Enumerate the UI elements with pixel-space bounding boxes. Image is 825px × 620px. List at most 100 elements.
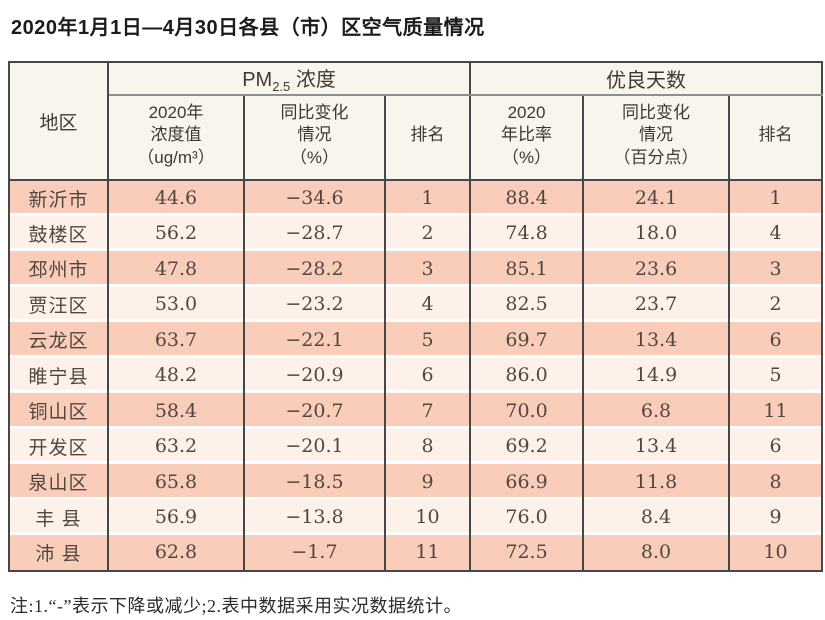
column-header-pm-change: 同比变化 情况 （%） xyxy=(243,95,385,180)
table-header: 地区 PM2.5 浓度 优良天数 2020年 浓度值 （ug/m³） 同比变化 … xyxy=(9,62,823,180)
table-row: 睢宁县 48.2 −20.9 6 86.0 14.9 5 xyxy=(9,357,823,393)
good-change-cell: 18.0 xyxy=(582,215,730,251)
pm-change-cell: −1.7 xyxy=(243,535,385,571)
pm-change-cell: −18.5 xyxy=(243,464,385,500)
header-group-row: 地区 PM2.5 浓度 优良天数 xyxy=(9,62,823,180)
good-rank-cell: 8 xyxy=(728,464,823,500)
pm-change-cell: −28.7 xyxy=(243,215,385,251)
table-row: 贾汪区 53.0 −23.2 4 82.5 23.7 2 xyxy=(9,286,823,322)
pm-value-cell: 48.2 xyxy=(107,357,244,393)
pm-value-cell: 47.8 xyxy=(107,251,244,287)
pm-rank-cell: 4 xyxy=(383,286,471,322)
pm25-subscript: 2.5 xyxy=(272,79,291,94)
good-rank-cell: 1 xyxy=(728,180,823,216)
region-cell: 贾汪区 xyxy=(9,286,108,322)
good-rate-cell: 69.2 xyxy=(469,428,584,464)
pm-change-cell: −20.7 xyxy=(243,393,385,429)
good-rate-cell: 82.5 xyxy=(469,286,584,322)
header-line: 情况 xyxy=(639,125,674,145)
pm-rank-cell: 2 xyxy=(383,215,471,251)
header-line: 同比变化 xyxy=(622,102,691,122)
good-rank-cell: 3 xyxy=(728,251,823,287)
good-rank-cell: 2 xyxy=(728,286,823,322)
pm-value-cell: 65.8 xyxy=(107,464,244,500)
region-cell: 邳州市 xyxy=(9,251,108,287)
pm-change-cell: −13.8 xyxy=(243,499,385,535)
column-header-good-rank: 排名 xyxy=(728,95,823,180)
pm-rank-cell: 1 xyxy=(383,180,471,216)
pm-value-cell: 62.8 xyxy=(107,535,244,571)
air-quality-table: 地区 PM2.5 浓度 优良天数 2020年 浓度值 （ug/m³） 同比变化 … xyxy=(8,61,824,572)
pm-rank-cell: 9 xyxy=(383,464,471,500)
good-change-cell: 23.6 xyxy=(582,251,730,287)
pm-rank-cell: 6 xyxy=(383,357,471,393)
pm-rank-cell: 3 xyxy=(383,251,471,287)
table-row: 丰 县 56.9 −13.8 10 76.0 8.4 9 xyxy=(9,499,823,535)
good-change-cell: 13.4 xyxy=(582,428,730,464)
column-header-pm-value: 2020年 浓度值 （ug/m³） xyxy=(108,95,244,180)
header-line: 浓度值 xyxy=(150,125,202,145)
table-row: 鼓楼区 56.2 −28.7 2 74.8 18.0 4 xyxy=(9,215,823,251)
header-line: 2020 xyxy=(507,102,546,122)
column-header-region: 地区 xyxy=(9,62,109,180)
pm-value-cell: 56.9 xyxy=(107,499,244,535)
pm-value-cell: 63.2 xyxy=(107,428,244,464)
good-rate-cell: 86.0 xyxy=(469,357,584,393)
region-cell: 丰 县 xyxy=(9,499,108,535)
region-cell: 鼓楼区 xyxy=(9,215,108,251)
region-cell: 铜山区 xyxy=(9,393,108,429)
header-line: （%） xyxy=(501,147,552,167)
good-rate-cell: 69.7 xyxy=(469,322,584,358)
good-change-cell: 23.7 xyxy=(582,286,730,322)
pm-value-cell: 56.2 xyxy=(107,215,244,251)
pm25-prefix: PM xyxy=(242,69,273,91)
page-title: 2020年1月1日—4月30日各县（市）区空气质量情况 xyxy=(11,17,485,39)
good-change-cell: 13.4 xyxy=(582,322,730,358)
good-rate-cell: 72.5 xyxy=(469,535,584,571)
pm25-suffix: 浓度 xyxy=(290,69,336,91)
pm-rank-cell: 8 xyxy=(383,428,471,464)
header-line: （%） xyxy=(289,147,340,167)
good-rank-cell: 6 xyxy=(728,322,823,358)
column-header-good-rate: 2020 年比率 （%） xyxy=(469,95,584,180)
good-change-cell: 14.9 xyxy=(582,357,730,393)
pm-change-cell: −20.9 xyxy=(243,357,385,393)
region-cell: 睢宁县 xyxy=(9,357,108,393)
pm-change-cell: −22.1 xyxy=(243,322,385,358)
column-group-pm25: PM2.5 浓度 xyxy=(108,62,472,96)
pm-value-cell: 44.6 xyxy=(107,180,244,216)
table-row: 开发区 63.2 −20.1 8 69.2 13.4 6 xyxy=(9,428,823,464)
table-body: 新沂市 44.6 −34.6 1 88.4 24.1 1 鼓楼区 56.2 −2… xyxy=(9,180,823,571)
header-sub-row: 2020年 浓度值 （ug/m³） 同比变化 情况 （%） 排名 2020 年比… xyxy=(9,95,823,180)
region-cell: 云龙区 xyxy=(9,322,108,358)
good-rank-cell: 10 xyxy=(728,535,823,571)
header-line: （ug/m³） xyxy=(137,147,215,167)
footnote: 注:1.“-”表示下降或减少;2.表中数据采用实况数据统计。 xyxy=(10,595,462,616)
good-rate-cell: 66.9 xyxy=(469,464,584,500)
pm-change-cell: −23.2 xyxy=(243,286,385,322)
region-cell: 沛 县 xyxy=(9,535,108,571)
good-rank-cell: 11 xyxy=(728,393,823,429)
column-header-pm-rank: 排名 xyxy=(383,95,471,180)
good-change-cell: 11.8 xyxy=(582,464,730,500)
pm-rank-cell: 7 xyxy=(383,393,471,429)
table-row: 邳州市 47.8 −28.2 3 85.1 23.6 3 xyxy=(9,251,823,287)
header-line: 年比率 xyxy=(501,125,553,145)
region-cell: 泉山区 xyxy=(9,464,108,500)
region-cell: 开发区 xyxy=(9,428,108,464)
good-rate-cell: 76.0 xyxy=(469,499,584,535)
table-row: 泉山区 65.8 −18.5 9 66.9 11.8 8 xyxy=(9,464,823,500)
good-change-cell: 6.8 xyxy=(582,393,730,429)
good-rank-cell: 6 xyxy=(728,428,823,464)
good-change-cell: 8.0 xyxy=(582,535,730,571)
good-rate-cell: 74.8 xyxy=(469,215,584,251)
header-line: （百分点） xyxy=(613,147,699,167)
header-line: 2020年 xyxy=(148,102,204,122)
pm-value-cell: 63.7 xyxy=(107,322,244,358)
pm-rank-cell: 5 xyxy=(383,322,471,358)
good-rank-cell: 5 xyxy=(728,357,823,393)
region-cell: 新沂市 xyxy=(9,180,108,216)
good-rate-cell: 88.4 xyxy=(469,180,584,216)
good-rate-cell: 70.0 xyxy=(469,393,584,429)
good-rank-cell: 9 xyxy=(728,499,823,535)
